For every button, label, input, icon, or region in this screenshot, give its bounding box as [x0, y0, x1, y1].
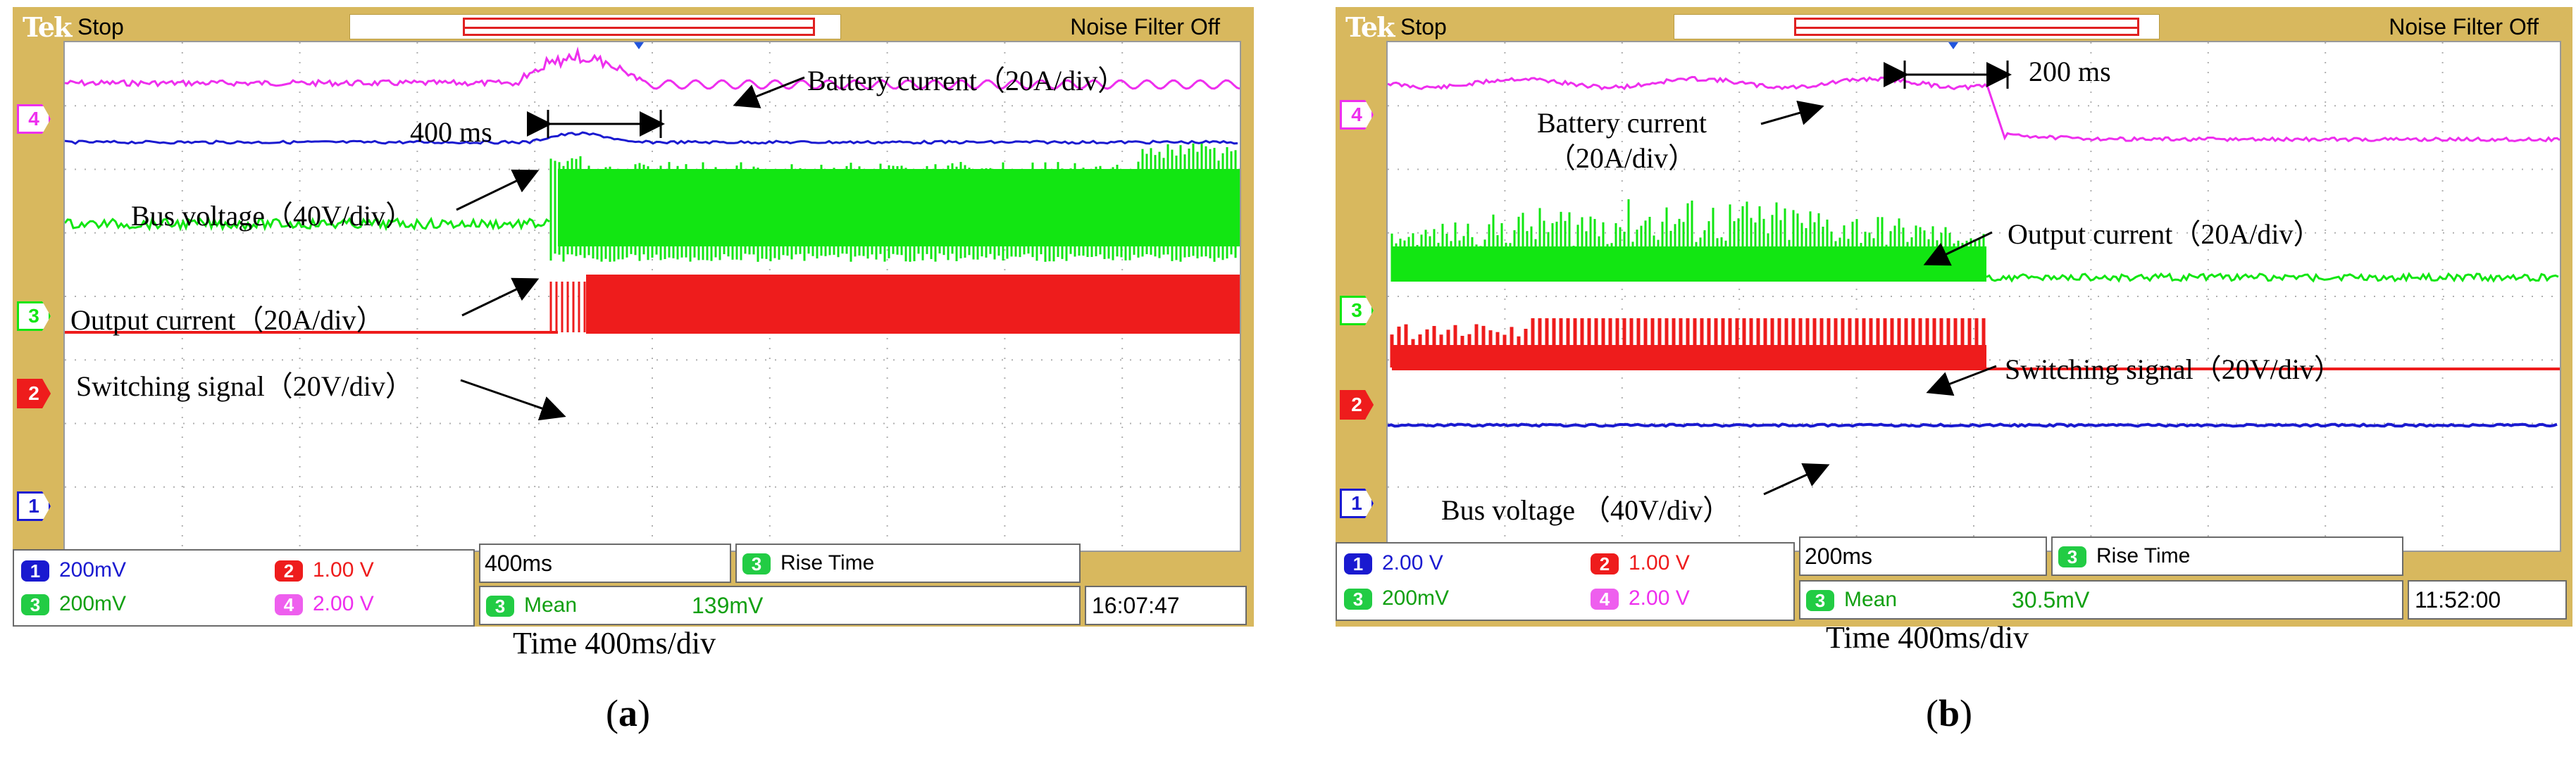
arrow — [1926, 365, 1997, 396]
bus-voltage-trace — [65, 131, 1238, 145]
trigger-marker — [634, 42, 644, 49]
measure-value: 139mV — [692, 593, 764, 618]
oscilloscope-frame: Tek Stop Noise Filter Off 4 3 2 1 1 2.00 … — [1336, 7, 2572, 627]
ch3-scale: 200mV — [1382, 586, 1450, 610]
measure-value-box: 3 Mean 30.5mV — [1799, 580, 2403, 620]
arrow — [460, 379, 566, 421]
ch1-scale: 2.00 V — [1382, 551, 1443, 574]
scope-screen — [1386, 41, 2561, 552]
scope-topbar: Tek Stop Noise Filter Off — [13, 7, 1254, 43]
output-current-trace — [1986, 272, 2559, 283]
measure-type: Rise Time — [2096, 544, 2191, 567]
series-label: Battery current （20A/div） — [1537, 107, 1707, 174]
record-window — [1794, 18, 2139, 36]
measure-type-box: 3 Rise Time — [2051, 536, 2403, 576]
x-axis-label: Time 400ms/div — [513, 626, 716, 660]
channel-2-marker: 2 — [17, 379, 51, 408]
output-current-trace — [65, 216, 550, 232]
clock-readout: 16:07:47 — [1092, 593, 1180, 618]
scope-panel-a: Tek Stop Noise Filter Off 4 3 2 1 1 200mV… — [0, 0, 1275, 766]
acquisition-status: Stop — [1400, 14, 1447, 39]
ch4-scale: 2.00 V — [1629, 586, 1690, 610]
channel-4-marker: 4 — [1340, 100, 1374, 130]
battery-current-trace — [65, 46, 1240, 90]
clock-box: 11:52:00 — [2408, 580, 2567, 620]
arrow — [1760, 100, 1824, 125]
acquisition-status: Stop — [77, 14, 124, 39]
channel-1-marker: 1 — [17, 491, 51, 521]
ch2-scale: 1.00 V — [313, 558, 374, 582]
oscilloscope-frame: Tek Stop Noise Filter Off 4 3 2 1 1 200mV… — [13, 7, 1254, 627]
ch2-scale: 1.00 V — [1629, 551, 1690, 574]
switching-signal-band — [1392, 345, 1986, 370]
bus-voltage-trace — [1388, 422, 2558, 428]
measure-value: 30.5mV — [2012, 587, 2090, 613]
arrow — [461, 277, 540, 317]
tek-logo: Tek — [1345, 11, 1395, 43]
panel-id: (a) — [606, 692, 650, 734]
series-label: Switching signal（20V/div） — [2005, 353, 2342, 385]
measure-label: Mean — [524, 594, 578, 617]
channel-3-marker: 3 — [1340, 296, 1374, 325]
channel-2-marker: 2 — [1340, 390, 1374, 420]
clock-box: 16:07:47 — [1085, 586, 1247, 625]
channel-scale-box: 1 2.00 V 2 1.00 V 3 200mV 4 2.00 V — [1336, 542, 1795, 621]
series-label: Output current（20A/div） — [70, 304, 385, 336]
scope-topbar: Tek Stop Noise Filter Off — [1336, 7, 2572, 43]
measure-type: Rise Time — [780, 551, 875, 574]
channel-3-marker: 3 — [17, 301, 51, 331]
waveform-plot — [65, 42, 1240, 551]
series-label: Bus voltage（40V/div） — [131, 200, 414, 232]
x-axis-label: Time 400ms/div — [1826, 620, 2029, 655]
timebase-value: 400ms — [485, 551, 553, 576]
timebase-box: 200ms — [1799, 536, 2047, 576]
annotation-arrows — [1760, 61, 2012, 496]
record-window — [463, 18, 815, 36]
scope-panel-b: Tek Stop Noise Filter Off 4 3 2 1 1 2.00 … — [1330, 0, 2576, 766]
series-label: Battery current（20A/div） — [807, 65, 1126, 96]
measure-type-box: 3 Rise Time — [735, 544, 1081, 583]
switching-signal-band — [586, 275, 1240, 334]
series-label: Output current（20A/div） — [2008, 218, 2322, 250]
ch4-scale: 2.00 V — [313, 592, 374, 615]
arrow — [1923, 231, 1993, 266]
arrow — [733, 76, 805, 108]
series-label: Switching signal（20V/div） — [76, 370, 413, 402]
time-marker-label: 200 ms — [2029, 56, 2111, 87]
waveform-plot — [1388, 42, 2560, 551]
record-position-bar — [349, 14, 841, 39]
arrow — [456, 169, 540, 211]
series-label: Bus voltage （40V/div） — [1441, 494, 1731, 526]
time-marker-label: 400 ms — [410, 116, 492, 148]
tek-logo: Tek — [23, 11, 72, 43]
noise-filter-status: Noise Filter Off — [2389, 14, 2539, 39]
annotation-arrows — [456, 76, 805, 421]
channel-1-marker: 1 — [1340, 489, 1374, 518]
timebase-value: 200ms — [1805, 544, 1873, 569]
measure-label: Mean — [1844, 588, 1898, 611]
noise-filter-status: Noise Filter Off — [1070, 14, 1220, 39]
clock-readout: 11:52:00 — [2415, 587, 2501, 613]
trigger-marker — [1948, 42, 1958, 49]
ch3-scale: 200mV — [59, 592, 127, 615]
panel-id: (b) — [1926, 692, 1973, 734]
record-position-bar — [1674, 14, 2160, 39]
measure-value-box: 3 Mean 139mV — [479, 586, 1081, 625]
channel-4-marker: 4 — [17, 104, 51, 134]
arrow — [1763, 463, 1830, 496]
channel-scale-box: 1 200mV 2 1.00 V 3 200mV 4 2.00 V — [13, 549, 475, 627]
ch1-scale: 200mV — [59, 558, 127, 582]
timebase-box: 400ms — [479, 544, 731, 583]
